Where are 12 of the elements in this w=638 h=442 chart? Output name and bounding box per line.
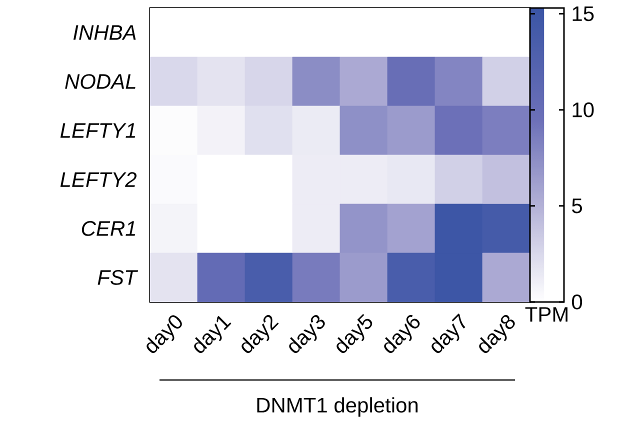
y-tick-label: LEFTY1 <box>60 123 136 138</box>
text: DNMT1 depletion <box>257 397 418 417</box>
color-bar-label: 0 <box>572 294 582 310</box>
color-bar-label: 10 <box>572 102 594 118</box>
y-tick-label: FST <box>98 270 138 285</box>
y-tick-label: NODAL <box>65 74 136 89</box>
y-tick-label: LEFTY2 <box>60 172 136 187</box>
y-tick-label: CER1 <box>82 221 136 236</box>
color-bar-label: 15 <box>572 6 594 22</box>
color-bar-label: 5 <box>572 198 582 214</box>
color-bar-title: TPM <box>525 307 568 322</box>
y-tick-label: INHBA <box>73 25 136 40</box>
